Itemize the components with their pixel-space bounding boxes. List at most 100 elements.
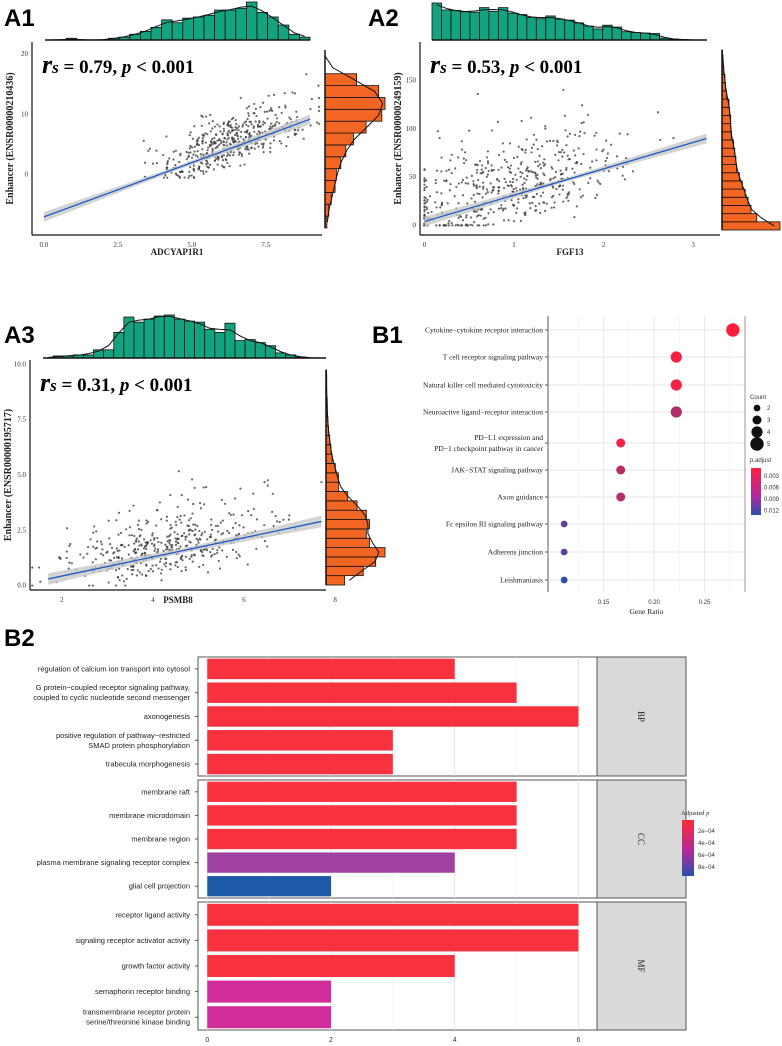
data-point (457, 202, 460, 205)
data-point (197, 541, 200, 544)
data-point (558, 193, 561, 196)
data-point (520, 119, 523, 123)
data-point (117, 556, 120, 559)
data-point (59, 557, 62, 560)
data-point (484, 224, 488, 227)
histogram-bar (143, 318, 155, 359)
data-point (187, 524, 190, 527)
data-point (528, 202, 531, 205)
data-point (476, 168, 479, 172)
data-point (525, 138, 528, 141)
data-point (500, 166, 503, 169)
data-point (554, 153, 557, 157)
data-point (88, 584, 91, 587)
histogram-bar (325, 509, 367, 520)
data-point (519, 188, 522, 191)
data-point (275, 117, 279, 120)
data-point (507, 219, 510, 222)
data-point (211, 547, 214, 551)
data-point (589, 177, 592, 180)
data-point (261, 123, 265, 126)
data-point (164, 557, 167, 560)
term-bar (207, 954, 455, 978)
data-point (490, 191, 493, 194)
data-point (566, 195, 569, 198)
y-tick-label: 0 (25, 171, 29, 179)
data-point (531, 170, 534, 174)
data-point (577, 147, 580, 150)
data-point (228, 120, 231, 123)
data-point (211, 528, 214, 532)
data-point (506, 184, 509, 187)
term-label: growth factor activity (122, 962, 191, 971)
data-point (254, 120, 257, 123)
data-point (196, 539, 200, 542)
data-point (127, 553, 130, 556)
data-point (559, 184, 562, 187)
data-point (423, 199, 426, 202)
data-point (162, 153, 165, 157)
colorbar (751, 468, 761, 515)
data-point (529, 206, 532, 210)
data-point (174, 520, 177, 523)
term-label: PD−1 checkpoint pathway in cancer (434, 444, 543, 453)
data-point (424, 201, 427, 205)
data-point (266, 117, 269, 120)
data-point (544, 209, 547, 213)
histogram-bar (324, 85, 380, 98)
data-point (93, 525, 96, 528)
data-point (106, 550, 109, 553)
data-point (245, 123, 248, 126)
histogram-bar (488, 10, 499, 41)
data-point (169, 523, 172, 527)
data-point (460, 148, 464, 151)
data-point (213, 137, 216, 140)
data-point (156, 536, 159, 540)
data-point (194, 523, 197, 526)
data-point (126, 567, 129, 571)
data-point (526, 175, 529, 178)
histogram-bar (545, 15, 556, 41)
term-bar (207, 730, 393, 751)
data-point (423, 179, 426, 182)
data-point (482, 185, 485, 188)
data-point (509, 184, 513, 187)
histogram-bar (153, 315, 165, 359)
data-point (263, 540, 267, 543)
data-point (573, 215, 576, 219)
data-point (561, 148, 564, 151)
data-point (262, 101, 265, 104)
data-point (169, 562, 172, 565)
data-point (527, 170, 530, 173)
stat-s: s (439, 58, 447, 77)
data-point (519, 175, 522, 178)
panel-label: A3 (4, 322, 35, 349)
x-tick-label: 2 (60, 596, 64, 604)
data-point (597, 181, 600, 184)
data-point (305, 73, 308, 76)
data-point (145, 564, 148, 567)
data-point (476, 92, 479, 96)
data-point (239, 135, 242, 138)
data-point (216, 551, 219, 555)
data-point (179, 152, 182, 155)
data-point (239, 487, 242, 490)
data-point (172, 158, 175, 161)
data-point (317, 109, 321, 112)
data-point (482, 217, 485, 220)
data-point (511, 190, 514, 193)
data-point (188, 133, 191, 137)
data-point (132, 549, 135, 553)
term-dot (616, 465, 626, 475)
data-point (440, 201, 444, 204)
data-point (552, 139, 555, 143)
data-point (258, 121, 261, 124)
density-curve (48, 315, 321, 359)
data-point (212, 168, 216, 171)
data-point (194, 154, 197, 157)
data-point (203, 530, 206, 533)
data-point (580, 162, 583, 166)
data-point (173, 531, 176, 534)
data-point (204, 132, 207, 135)
